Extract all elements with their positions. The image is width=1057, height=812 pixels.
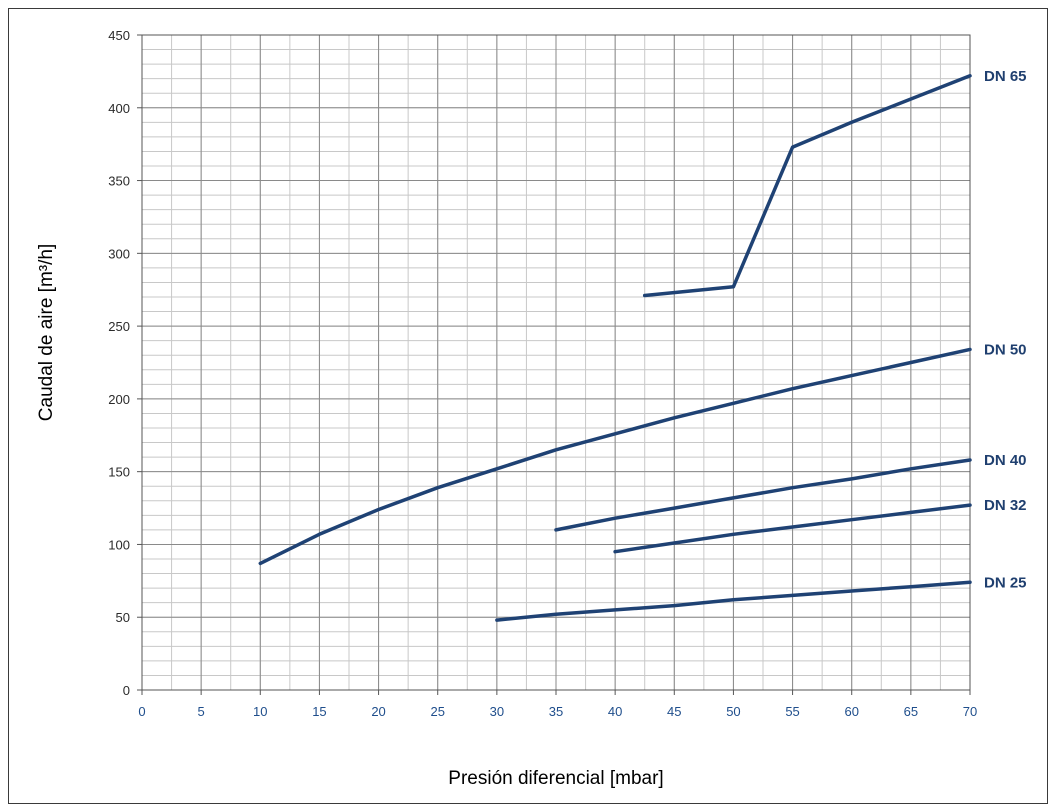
series-label-dn-50: DN 50 — [984, 341, 1027, 358]
x-tick-label: 60 — [844, 704, 858, 719]
x-tick-label: 55 — [785, 704, 799, 719]
y-tick-label: 450 — [108, 28, 130, 43]
y-tick-label: 250 — [108, 319, 130, 334]
series-label-dn-65: DN 65 — [984, 68, 1027, 85]
series-label-dn-32: DN 32 — [984, 497, 1027, 514]
x-tick-label: 0 — [138, 704, 145, 719]
x-tick-label: 30 — [490, 704, 504, 719]
series-line-dn-50 — [258, 347, 972, 566]
y-tick-label: 50 — [116, 610, 130, 625]
y-tick-label: 150 — [108, 465, 130, 480]
x-tick-label: 45 — [667, 704, 681, 719]
series-line-dn-65 — [642, 74, 972, 298]
series-line-dn-40 — [554, 458, 972, 532]
series-line-dn-25 — [495, 580, 972, 622]
series-lines — [258, 74, 972, 622]
x-axis-title: Presión diferencial [mbar] — [448, 768, 663, 789]
x-tick-label: 25 — [430, 704, 444, 719]
x-tick-label: 15 — [312, 704, 326, 719]
series-labels: DN 65 DN 50 DN 40 DN 32 DN 25 — [984, 68, 1027, 592]
y-tick-label: 300 — [108, 246, 130, 261]
x-tick-label: 10 — [253, 704, 267, 719]
x-tick-label: 20 — [371, 704, 385, 719]
x-tick-label: 35 — [549, 704, 563, 719]
x-tick-label: 70 — [963, 704, 977, 719]
series-line-dn-32 — [613, 503, 972, 554]
x-tick-label: 40 — [608, 704, 622, 719]
y-tick-label: 400 — [108, 101, 130, 116]
series-label-dn-40: DN 40 — [984, 452, 1027, 469]
y-axis-title: Caudal de aire [m³/h] — [36, 244, 57, 421]
y-tick-label: 100 — [108, 537, 130, 552]
y-tick-label: 200 — [108, 392, 130, 407]
x-axis-ticks: 0 5 10 15 20 25 30 35 40 45 50 55 60 65 70 — [138, 690, 977, 719]
series-label-dn-25: DN 25 — [984, 574, 1027, 591]
y-axis-ticks: 0 50 100 150 200 250 300 350 400 450 — [108, 28, 142, 698]
y-tick-label: 350 — [108, 174, 130, 189]
x-tick-label: 65 — [904, 704, 918, 719]
x-tick-label: 50 — [726, 704, 740, 719]
y-tick-label: 0 — [123, 683, 130, 698]
chart-frame — [8, 8, 1048, 804]
x-tick-label: 5 — [198, 704, 205, 719]
